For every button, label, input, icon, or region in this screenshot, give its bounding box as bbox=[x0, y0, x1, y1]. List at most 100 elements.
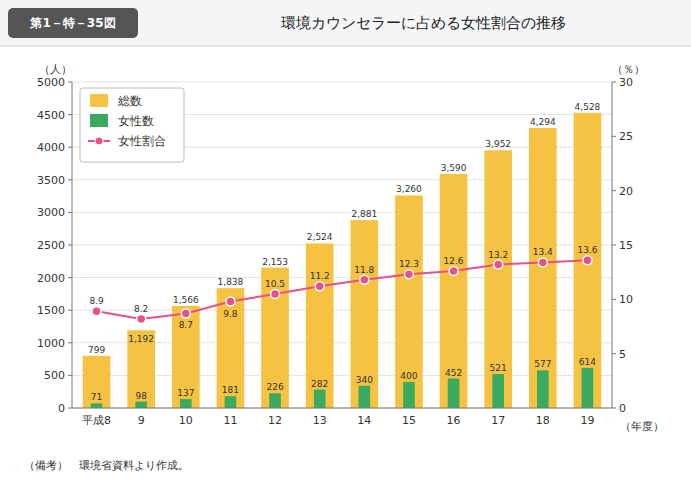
y2-tick-label: 5 bbox=[619, 348, 626, 361]
legend-marker bbox=[95, 137, 103, 145]
x-tick-label: 11 bbox=[223, 414, 237, 427]
y2-tick bbox=[612, 299, 616, 300]
data-label: 137 bbox=[177, 388, 194, 398]
data-label: 282 bbox=[311, 379, 328, 389]
bar bbox=[172, 306, 200, 408]
data-label: 10.5 bbox=[265, 279, 285, 289]
data-label: 1,838 bbox=[218, 277, 244, 287]
data-label: 2,881 bbox=[351, 209, 377, 219]
data-label: 4,294 bbox=[530, 117, 556, 127]
data-label: 3,952 bbox=[485, 139, 511, 149]
data-label: 8.7 bbox=[179, 320, 193, 330]
data-label: 3,260 bbox=[396, 184, 422, 194]
y-tick-label: 2000 bbox=[37, 272, 65, 285]
header-bar bbox=[0, 0, 691, 46]
bar bbox=[261, 268, 289, 408]
y-tick-label: 4000 bbox=[37, 141, 65, 154]
y2-tick-label: 10 bbox=[619, 293, 633, 306]
bar bbox=[440, 174, 468, 408]
header-badge bbox=[8, 8, 138, 38]
bar bbox=[306, 243, 334, 408]
y2-tick bbox=[612, 408, 616, 409]
y-tick-label: 3000 bbox=[37, 206, 65, 219]
header-text: 第1－特－35図 bbox=[29, 16, 115, 30]
x-axis bbox=[72, 408, 612, 409]
data-label: 614 bbox=[579, 357, 596, 367]
data-label: 11.2 bbox=[310, 271, 330, 281]
x-tick-label: 16 bbox=[447, 414, 461, 427]
bar bbox=[83, 356, 111, 408]
data-label: 521 bbox=[490, 363, 507, 373]
y2-tick-label: 15 bbox=[619, 239, 633, 252]
data-label: 1,566 bbox=[173, 295, 199, 305]
background bbox=[0, 0, 691, 483]
bar bbox=[492, 374, 504, 408]
data-label: 8.2 bbox=[134, 304, 148, 314]
data-label: 3,590 bbox=[441, 163, 467, 173]
line-marker bbox=[538, 258, 547, 267]
y-tick-label: 500 bbox=[44, 369, 65, 382]
y-axis-label: （人） bbox=[39, 63, 72, 76]
y-tick bbox=[68, 114, 72, 115]
x-tick-label: 14 bbox=[357, 414, 371, 427]
data-label: 9.8 bbox=[223, 309, 238, 319]
data-label: 452 bbox=[445, 368, 462, 378]
y-tick bbox=[68, 179, 72, 180]
bar bbox=[217, 288, 245, 408]
line-marker bbox=[92, 307, 101, 316]
x-tick-label: 10 bbox=[179, 414, 193, 427]
x-tick-label: 19 bbox=[580, 414, 594, 427]
data-label: 8.9 bbox=[89, 296, 104, 306]
bar bbox=[537, 370, 549, 408]
data-label: 12.6 bbox=[444, 256, 464, 266]
grid-line bbox=[72, 82, 612, 83]
line bbox=[97, 260, 588, 319]
bar bbox=[91, 403, 103, 408]
bar bbox=[180, 399, 192, 408]
data-label: 71 bbox=[91, 392, 102, 402]
line-marker bbox=[181, 309, 190, 318]
data-label: 226 bbox=[266, 382, 283, 392]
bar bbox=[359, 386, 371, 408]
y-tick-label: 0 bbox=[58, 402, 65, 415]
bar bbox=[484, 150, 512, 408]
y2-tick bbox=[612, 353, 616, 354]
legend-label: 総数 bbox=[117, 94, 142, 108]
bar bbox=[448, 379, 460, 408]
y-tick bbox=[68, 277, 72, 278]
bar bbox=[395, 195, 423, 408]
y-tick-label: 1500 bbox=[37, 304, 65, 317]
y2-tick-label: 0 bbox=[619, 402, 626, 415]
y-tick-label: 5000 bbox=[37, 76, 65, 89]
y2-tick-label: 30 bbox=[619, 76, 633, 89]
grid-line bbox=[72, 408, 612, 409]
chart: 第1－特－35図環境カウンセラーに占める女性割合の推移0500100015002… bbox=[0, 0, 691, 483]
data-label: 13.6 bbox=[577, 245, 597, 255]
y-tick-label: 4500 bbox=[37, 109, 65, 122]
line-marker bbox=[360, 275, 369, 284]
y2-tick bbox=[612, 190, 616, 191]
bar bbox=[225, 396, 237, 408]
legend: 総数女性数女性割合 bbox=[80, 88, 184, 162]
y-tick bbox=[68, 342, 72, 343]
line-marker bbox=[315, 282, 324, 291]
y2-tick bbox=[612, 136, 616, 137]
data-label: 4,528 bbox=[575, 102, 601, 112]
data-label: 98 bbox=[135, 391, 147, 401]
data-label: 2,524 bbox=[307, 232, 333, 242]
data-label: 577 bbox=[534, 359, 551, 369]
data-label: 340 bbox=[356, 375, 373, 385]
x-axis-label: （年度） bbox=[620, 420, 664, 433]
header-rule bbox=[0, 46, 691, 47]
title: 環境カウンセラーに占める女性割合の推移 bbox=[281, 14, 566, 32]
bar bbox=[314, 390, 326, 408]
x-tick-label: 13 bbox=[313, 414, 327, 427]
data-label: 13.2 bbox=[488, 250, 508, 260]
y2-tick bbox=[612, 245, 616, 246]
y-tick-label: 2500 bbox=[37, 239, 65, 252]
x-tick-label: 9 bbox=[138, 414, 145, 427]
data-labels: 799718.91,192988.21,5661378.71,8381819.8… bbox=[88, 102, 601, 403]
y-tick bbox=[68, 375, 72, 376]
legend-box bbox=[80, 88, 184, 162]
x-tick-label: 15 bbox=[402, 414, 416, 427]
